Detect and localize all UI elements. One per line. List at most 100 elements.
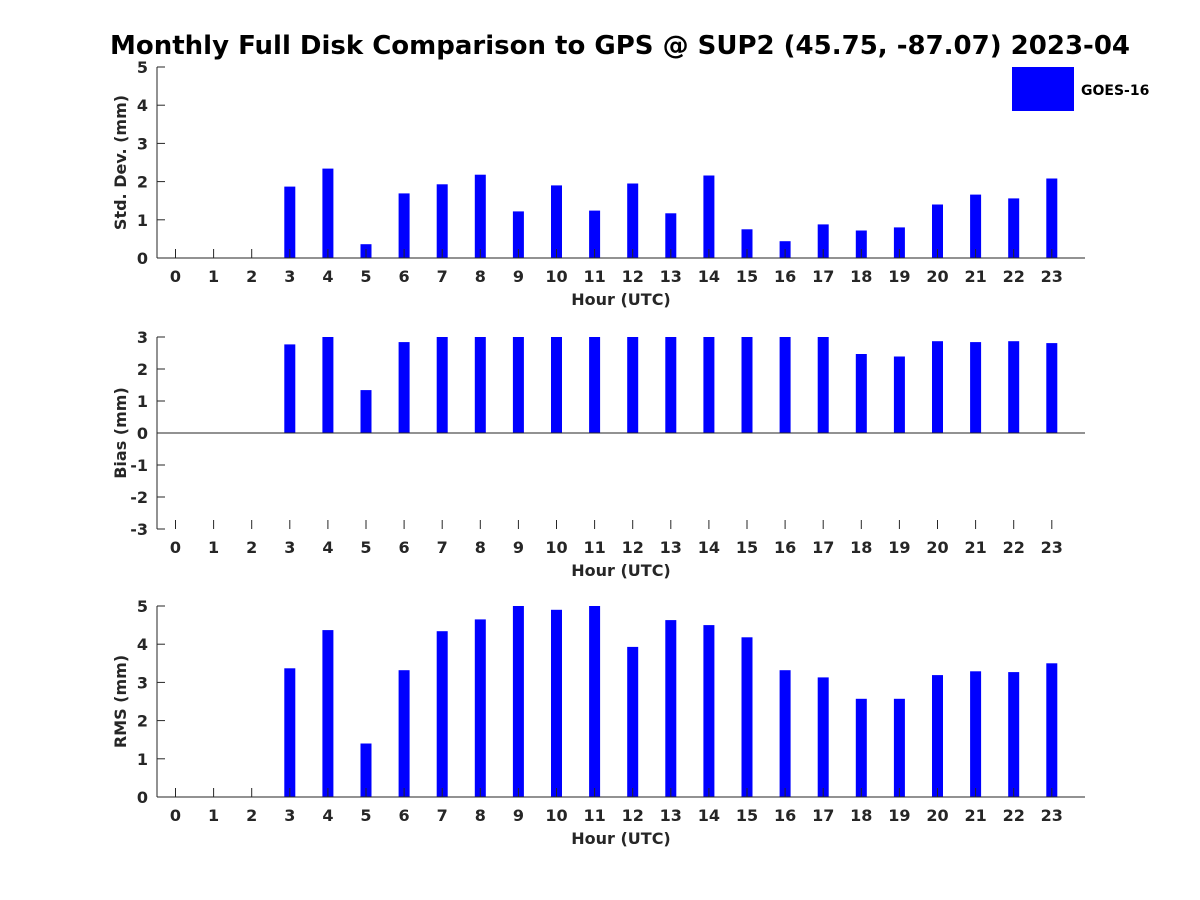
rms-x-tick-label: 6: [399, 806, 410, 825]
std-dev-y-tick-label: 5: [137, 58, 148, 77]
std-dev-bar-19: [893, 227, 905, 258]
std-dev-bar-12: [627, 183, 639, 258]
bias-x-tick-label: 18: [850, 538, 872, 557]
rms-x-tick-label: 19: [888, 806, 910, 825]
bias-bar-19: [893, 356, 905, 433]
rms-bar-15: [741, 637, 753, 797]
std-dev-bar-7: [436, 184, 448, 258]
rms-y-tick-label: 2: [137, 712, 148, 731]
rms-x-tick-label: 5: [360, 806, 371, 825]
bias-bar-17: [817, 337, 829, 433]
rms-x-tick-label: 4: [322, 806, 333, 825]
rms-x-axis-label: Hour (UTC): [571, 829, 671, 848]
std-dev-bar-9: [512, 211, 524, 258]
std-dev-x-tick-label: 9: [513, 267, 524, 286]
bias-y-tick-label: 2: [137, 360, 148, 379]
bias-x-tick-label: 23: [1041, 538, 1063, 557]
bias-bar-11: [589, 337, 601, 433]
bias-bar-15: [741, 337, 753, 433]
rms-x-tick-label: 3: [284, 806, 295, 825]
bias-y-tick-label: -3: [130, 520, 148, 539]
rms-bar-4: [322, 630, 334, 797]
std-dev-y-tick-label: 3: [137, 134, 148, 153]
bias-x-tick-label: 6: [399, 538, 410, 557]
rms-x-tick-label: 22: [1003, 806, 1025, 825]
std-dev-bar-14: [703, 175, 715, 258]
bias-x-tick-label: 1: [208, 538, 219, 557]
std-dev-bar-17: [817, 224, 829, 258]
bias-bar-3: [284, 344, 296, 433]
rms-x-tick-label: 10: [545, 806, 567, 825]
std-dev-x-tick-label: 19: [888, 267, 910, 286]
rms-x-tick-label: 1: [208, 806, 219, 825]
rms-bar-16: [779, 670, 791, 797]
bias-x-tick-label: 9: [513, 538, 524, 557]
rms-bar-7: [436, 631, 448, 797]
bias-x-tick-label: 22: [1003, 538, 1025, 557]
rms-bar-10: [551, 609, 562, 797]
bias-bar-5: [360, 390, 372, 433]
rms-y-tick-label: 0: [137, 788, 148, 807]
rms-bar-17: [817, 677, 829, 797]
bias-bar-13: [665, 337, 677, 433]
rms-bar-20: [932, 675, 943, 797]
rms-bar-19: [893, 698, 905, 797]
bias-y-tick-label: -1: [130, 456, 148, 475]
bias-y-tick-label: 0: [137, 424, 148, 443]
bias-x-tick-label: 8: [475, 538, 486, 557]
rms-x-tick-label: 23: [1041, 806, 1063, 825]
bias-bar-23: [1046, 343, 1058, 433]
std-dev-x-tick-label: 3: [284, 267, 295, 286]
rms-bar-18: [855, 698, 867, 797]
std-dev-x-tick-label: 8: [475, 267, 486, 286]
rms-y-tick-label: 5: [137, 597, 148, 616]
std-dev-bar-15: [741, 229, 753, 258]
std-dev-bar-21: [970, 194, 982, 258]
std-dev-x-tick-label: 2: [246, 267, 257, 286]
std-dev-bar-18: [855, 230, 867, 258]
std-dev-x-tick-label: 4: [322, 267, 333, 286]
rms-bar-14: [703, 625, 715, 797]
std-dev-x-tick-label: 13: [660, 267, 682, 286]
rms-bar-8: [474, 619, 486, 797]
std-dev-y-tick-label: 1: [137, 211, 148, 230]
std-dev-bar-4: [322, 168, 334, 258]
bias-x-tick-label: 21: [964, 538, 986, 557]
std-dev-y-tick-label: 0: [137, 249, 148, 268]
rms-bar-9: [512, 606, 524, 797]
std-dev-y-axis-label: Std. Dev. (mm): [111, 95, 130, 230]
bias-y-tick-label: -2: [130, 488, 148, 507]
rms-y-tick-label: 4: [137, 635, 148, 654]
bias-bar-14: [703, 337, 715, 433]
bias-x-tick-label: 0: [170, 538, 181, 557]
rms-x-tick-label: 20: [926, 806, 948, 825]
bias-y-axis-label: Bias (mm): [111, 387, 130, 479]
bias-x-tick-label: 15: [736, 538, 758, 557]
std-dev-x-axis-label: Hour (UTC): [571, 290, 671, 309]
rms-x-tick-label: 18: [850, 806, 872, 825]
bias-bar-12: [627, 337, 639, 433]
bias-x-tick-label: 2: [246, 538, 257, 557]
rms-x-tick-label: 2: [246, 806, 257, 825]
std-dev-y-tick-label: 4: [137, 96, 148, 115]
std-dev-bar-11: [589, 210, 601, 258]
std-dev-x-tick-label: 14: [698, 267, 720, 286]
bias-x-tick-label: 16: [774, 538, 796, 557]
std-dev-bar-20: [932, 204, 943, 258]
bias-x-tick-label: 20: [926, 538, 948, 557]
std-dev-x-tick-label: 0: [170, 267, 181, 286]
bias-x-tick-label: 5: [360, 538, 371, 557]
rms-x-tick-label: 14: [698, 806, 720, 825]
rms-y-axis-label: RMS (mm): [111, 655, 130, 748]
rms-x-tick-label: 13: [660, 806, 682, 825]
rms-y-tick-label: 3: [137, 673, 148, 692]
bias-bar-20: [932, 341, 943, 433]
std-dev-bar-8: [474, 174, 486, 258]
rms-bar-13: [665, 620, 677, 797]
bias-bar-18: [855, 354, 867, 433]
bias-bar-9: [512, 337, 524, 433]
bias-bar-7: [436, 337, 448, 433]
